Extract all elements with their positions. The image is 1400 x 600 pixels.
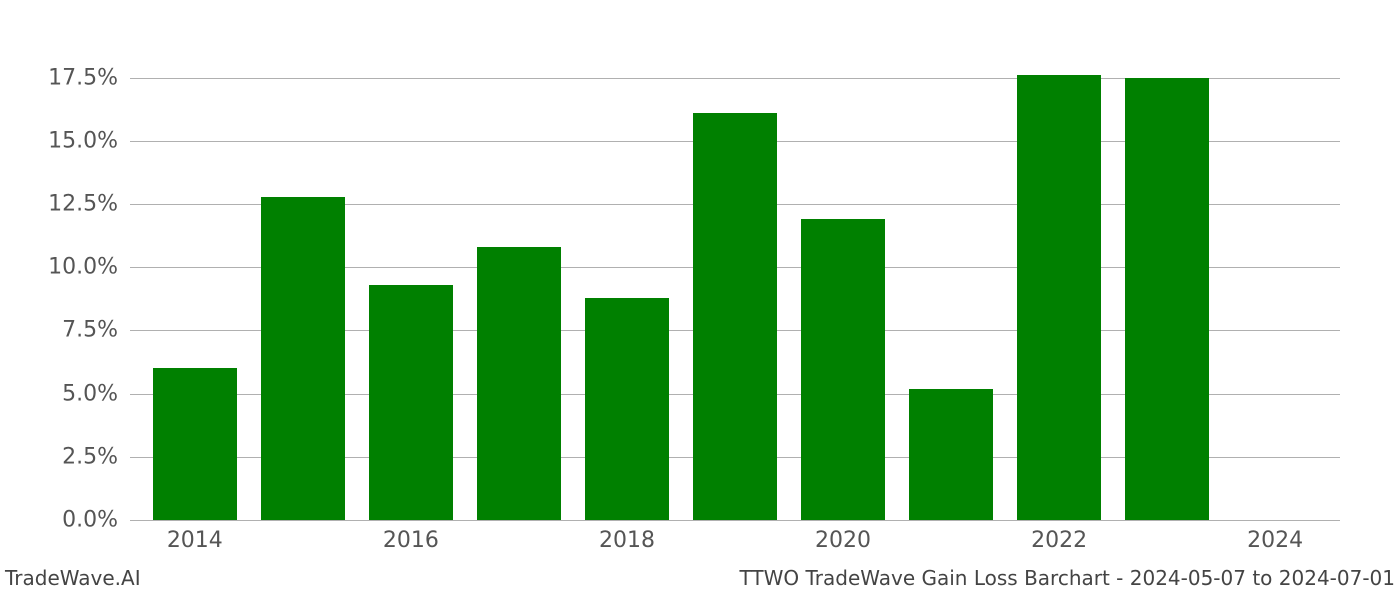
ytick-label: 15.0% bbox=[48, 128, 118, 153]
bar bbox=[369, 285, 453, 520]
ytick-label: 2.5% bbox=[62, 444, 118, 469]
xtick-label: 2016 bbox=[383, 528, 439, 553]
ytick-label: 17.5% bbox=[48, 65, 118, 90]
bar bbox=[801, 219, 885, 520]
footer-left-label: TradeWave.AI bbox=[5, 566, 141, 590]
bar bbox=[1125, 78, 1209, 520]
gridline bbox=[130, 520, 1340, 521]
xtick-label: 2014 bbox=[167, 528, 223, 553]
ytick-label: 10.0% bbox=[48, 255, 118, 280]
xtick-label: 2024 bbox=[1247, 528, 1303, 553]
bar bbox=[585, 298, 669, 520]
xtick-label: 2022 bbox=[1031, 528, 1087, 553]
chart-plot-area bbox=[130, 50, 1340, 520]
ytick-label: 0.0% bbox=[62, 508, 118, 533]
ytick-label: 7.5% bbox=[62, 318, 118, 343]
xtick-label: 2018 bbox=[599, 528, 655, 553]
bar bbox=[693, 113, 777, 520]
bar bbox=[909, 389, 993, 520]
bar bbox=[261, 197, 345, 520]
bar bbox=[477, 247, 561, 520]
bar bbox=[1017, 75, 1101, 520]
xtick-label: 2020 bbox=[815, 528, 871, 553]
ytick-label: 5.0% bbox=[62, 381, 118, 406]
footer-right-label: TTWO TradeWave Gain Loss Barchart - 2024… bbox=[740, 566, 1395, 590]
ytick-label: 12.5% bbox=[48, 192, 118, 217]
bar bbox=[153, 368, 237, 520]
